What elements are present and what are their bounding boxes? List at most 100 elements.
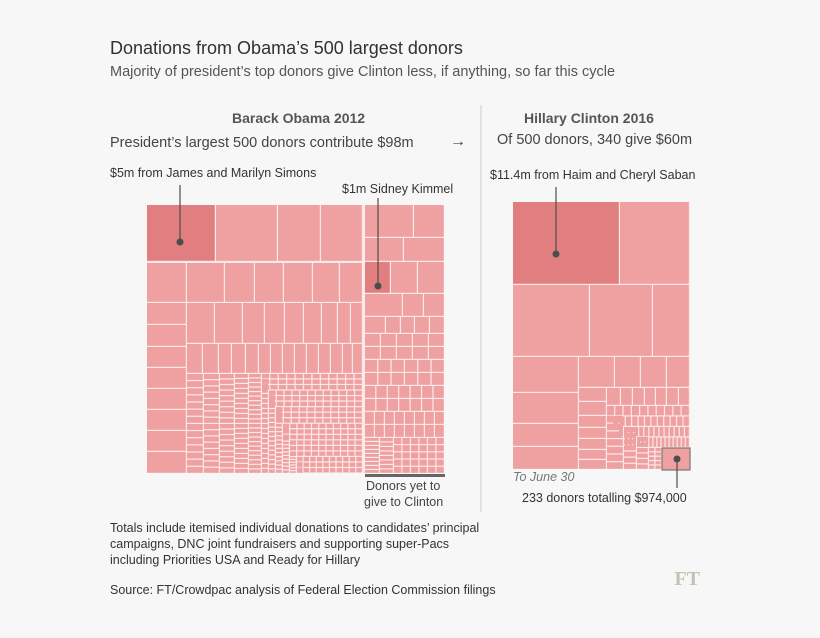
donor-cell bbox=[269, 404, 275, 408]
donor-cell bbox=[419, 459, 427, 466]
donor-cell bbox=[276, 432, 282, 436]
donor-cell bbox=[290, 429, 297, 434]
donor-cell bbox=[424, 294, 444, 316]
donor-cell bbox=[405, 373, 418, 385]
arrow-right-icon: → bbox=[450, 133, 466, 150]
donor-cell bbox=[278, 385, 287, 390]
clinton-panel-title: Hillary Clinton 2016 bbox=[524, 110, 654, 126]
donor-cell bbox=[355, 451, 362, 456]
donor-cell bbox=[283, 430, 289, 434]
donor-cell bbox=[292, 401, 300, 406]
donor-cell bbox=[355, 434, 362, 440]
donor-cell bbox=[283, 434, 289, 437]
donor-cell bbox=[147, 347, 186, 367]
donor-cell bbox=[579, 357, 614, 387]
donor-cell bbox=[276, 396, 284, 401]
donor-cell bbox=[413, 347, 428, 359]
donor-cell bbox=[343, 344, 352, 373]
donor-cell bbox=[402, 438, 410, 444]
donor-cell bbox=[235, 464, 248, 468]
date-note: To June 30 bbox=[513, 470, 575, 484]
donor-cell bbox=[323, 396, 331, 401]
donor-cell bbox=[249, 414, 261, 419]
donor-cell bbox=[343, 468, 349, 473]
donor-cell bbox=[391, 262, 417, 293]
donor-cell bbox=[249, 396, 261, 401]
donor-cell bbox=[418, 262, 444, 293]
donor-cell bbox=[290, 434, 297, 440]
donor-cell bbox=[579, 416, 606, 427]
donor-cell bbox=[326, 423, 333, 429]
donor-cell bbox=[365, 446, 379, 449]
donor-cell bbox=[414, 205, 444, 237]
donor-cell bbox=[249, 446, 261, 451]
donor-cell bbox=[235, 434, 248, 438]
donor-cell bbox=[262, 459, 268, 463]
donor-cell bbox=[649, 448, 655, 452]
donor-cell bbox=[405, 360, 418, 372]
donor-cell bbox=[326, 445, 333, 451]
donor-cell bbox=[665, 406, 673, 416]
donor-cell bbox=[308, 390, 315, 395]
donor-cell bbox=[220, 462, 234, 468]
donor-cell bbox=[270, 379, 278, 384]
donor-cell bbox=[278, 374, 287, 379]
donor-cell bbox=[436, 466, 444, 473]
donor-cell bbox=[436, 445, 444, 452]
donor-cell bbox=[331, 401, 339, 406]
donor-cell bbox=[394, 445, 402, 452]
donor-cell bbox=[290, 445, 297, 451]
donor-cell bbox=[387, 399, 399, 411]
donor-cell bbox=[655, 448, 661, 452]
donor-cell bbox=[262, 424, 268, 428]
donor-cell bbox=[276, 419, 282, 423]
donor-cell bbox=[631, 406, 639, 416]
donor-cell bbox=[315, 412, 323, 418]
donor-cell bbox=[579, 450, 606, 459]
donor-cell bbox=[341, 429, 348, 434]
donor-cell bbox=[333, 451, 340, 456]
donor-cell bbox=[220, 379, 234, 384]
donor-cell bbox=[297, 470, 303, 472]
annotation-marks bbox=[176, 185, 681, 488]
donor-cell bbox=[262, 409, 268, 413]
donor-cell bbox=[323, 468, 329, 473]
donor-cell bbox=[607, 431, 623, 438]
kimmel-annotation: $1m Sidney Kimmel bbox=[342, 182, 454, 196]
donor-cell bbox=[649, 452, 655, 456]
donor-cell bbox=[429, 347, 444, 359]
donor-cell bbox=[295, 344, 306, 373]
yet-to-give-bar bbox=[365, 474, 445, 477]
donor-cell bbox=[337, 374, 345, 379]
donor-cell bbox=[249, 442, 261, 446]
donor-cell bbox=[283, 423, 289, 427]
donor-cell bbox=[283, 412, 291, 418]
donor-cell bbox=[349, 457, 356, 462]
donor-cell bbox=[673, 406, 681, 416]
donor-cell bbox=[657, 437, 661, 447]
donor-cell bbox=[380, 451, 393, 455]
donor-cell bbox=[276, 412, 283, 418]
donor-cell bbox=[235, 379, 248, 383]
donor-cell bbox=[419, 438, 427, 444]
donor-cell bbox=[220, 451, 234, 457]
donor-cell bbox=[607, 462, 623, 469]
donor-cell bbox=[262, 404, 268, 408]
donor-cell bbox=[303, 457, 309, 462]
donor-cell bbox=[246, 344, 258, 373]
donor-cell bbox=[355, 445, 362, 451]
donor-cell bbox=[674, 427, 679, 437]
donor-cell bbox=[204, 461, 219, 467]
donor-cell bbox=[401, 317, 414, 333]
donor-cell bbox=[649, 461, 655, 465]
donor-cell bbox=[404, 238, 444, 261]
donor-cell bbox=[679, 427, 684, 437]
donor-cell bbox=[147, 303, 186, 324]
donor-cell bbox=[147, 410, 186, 430]
donor-cell bbox=[187, 438, 203, 445]
donor-cell bbox=[329, 374, 337, 379]
donor-cell bbox=[290, 454, 296, 456]
donor-cell bbox=[326, 440, 333, 445]
donor-cell bbox=[187, 374, 203, 380]
donor-cell bbox=[397, 347, 412, 359]
